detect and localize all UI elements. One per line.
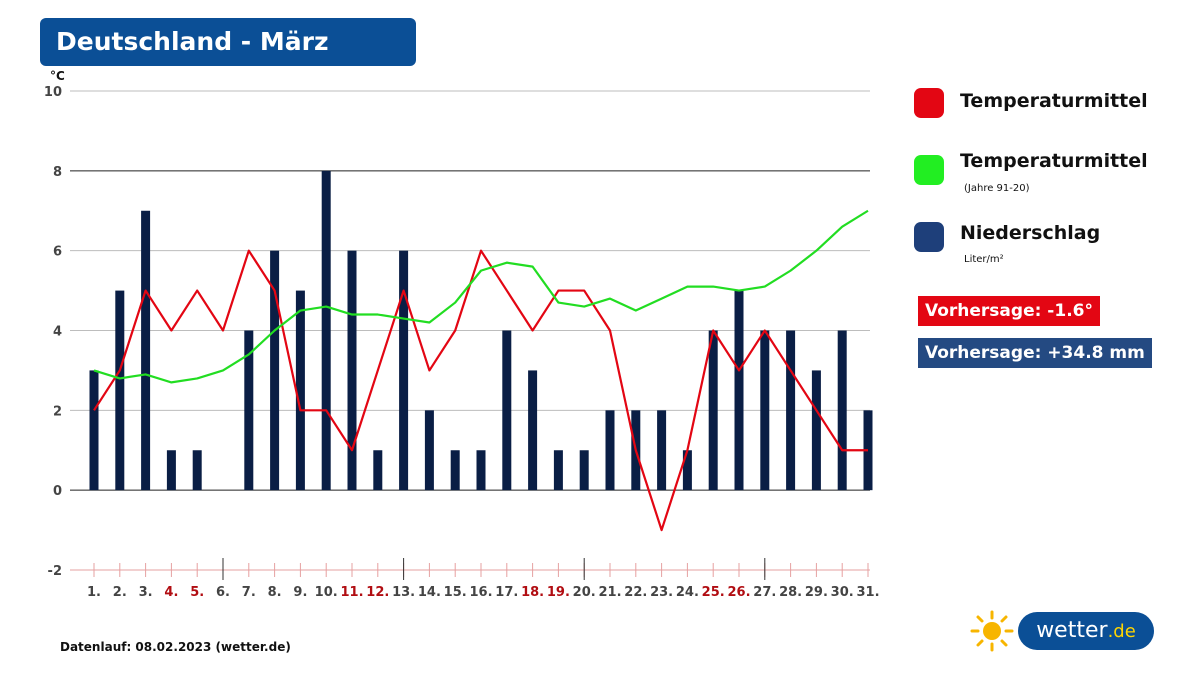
x-tick-label: 17. [495, 585, 518, 600]
page-title: Deutschland - März [40, 18, 416, 66]
y-tick-label: -2 [48, 564, 62, 579]
x-tick-label: 24. [676, 585, 699, 600]
x-tick-label: 20. [573, 585, 596, 600]
legend-sublabel: (Jahre 91-20) [964, 183, 1030, 194]
x-tick-label: 25. [702, 585, 725, 600]
data-run-footer: Datenlauf: 08.02.2023 (wetter.de) [60, 640, 291, 654]
precipitation-bar [295, 290, 305, 491]
precipitation-bar [321, 170, 331, 491]
legend-swatch-green [914, 155, 944, 185]
logo-name: wetter [1036, 618, 1108, 643]
y-tick-label: 2 [53, 404, 62, 419]
x-tick-label: 10. [315, 585, 338, 600]
x-tick-label: 7. [242, 585, 256, 600]
legend-swatch-navy [914, 222, 944, 252]
forecast-precip-badge: Vorhersage: +34.8 mm [918, 338, 1152, 368]
wetter-logo: wetter.de [968, 608, 1158, 654]
x-tick-label: 18. [521, 585, 544, 600]
y-tick-label: 4 [53, 325, 62, 340]
x-tick-label: 26. [727, 585, 750, 600]
precipitation-bar [682, 450, 692, 491]
x-tick-label: 21. [598, 585, 621, 600]
temperature-line [93, 249, 868, 532]
x-tick-label: 9. [293, 585, 307, 600]
x-tick-label: 13. [392, 585, 415, 600]
legend-label: Temperaturmittel [960, 150, 1148, 172]
precipitation-bar [553, 450, 563, 491]
precipitation-bar [399, 250, 409, 491]
precipitation-bar [347, 250, 357, 491]
precipitation-bar [837, 330, 847, 491]
temperature-normal-line [93, 209, 869, 384]
y-tick-label: 0 [53, 484, 62, 499]
x-tick-label: 8. [268, 585, 282, 600]
y-tick-label: 6 [53, 245, 62, 260]
y-tick-label: 10 [44, 85, 62, 100]
precipitation-bar [734, 290, 744, 491]
precipitation-bar [579, 450, 589, 491]
precipitation-bar [115, 290, 125, 491]
precipitation-bar [786, 330, 796, 491]
x-tick-label: 22. [624, 585, 647, 600]
x-tick-label: 31. [856, 585, 879, 600]
legend-label: Temperaturmittel [960, 90, 1148, 112]
x-tick-label: 1. [87, 585, 101, 600]
precipitation-bar [270, 250, 280, 491]
precipitation-bar [424, 410, 434, 491]
x-tick-label: 6. [216, 585, 230, 600]
logo-wordmark: wetter.de [1018, 612, 1154, 650]
x-tick-label: 23. [650, 585, 673, 600]
precipitation-bar [373, 450, 383, 491]
x-tick-label: 29. [805, 585, 828, 600]
x-tick-label: 27. [753, 585, 776, 600]
sun-icon [970, 610, 1014, 652]
precipitation-bar [89, 370, 99, 491]
precipitation-bar [708, 330, 718, 491]
x-tick-label: 2. [113, 585, 127, 600]
precipitation-bar [192, 450, 202, 491]
x-tick-label: 28. [779, 585, 802, 600]
x-tick-label: 12. [366, 585, 389, 600]
x-tick-label: 11. [340, 585, 363, 600]
precipitation-bar [141, 210, 151, 491]
x-tick-label: 16. [469, 585, 492, 600]
precipitation-bar [166, 450, 176, 491]
logo-tld: .de [1107, 621, 1136, 642]
precipitation-bar [476, 450, 486, 491]
precipitation-bar [811, 370, 821, 491]
x-tick-label: 15. [444, 585, 467, 600]
y-axis-unit: °C [50, 69, 65, 83]
x-tick-label: 19. [547, 585, 570, 600]
x-tick-label: 30. [831, 585, 854, 600]
precipitation-bar [450, 450, 460, 491]
precipitation-bar [502, 330, 512, 491]
precipitation-bar [244, 330, 254, 491]
precipitation-bar [760, 330, 770, 491]
precipitation-bar [605, 410, 615, 491]
precipitation-bar [657, 410, 667, 491]
legend-sublabel: Liter/m² [964, 254, 1004, 265]
legend-label: Niederschlag [960, 222, 1101, 244]
x-tick-label: 4. [164, 585, 178, 600]
forecast-temp-badge: Vorhersage: -1.6° [918, 296, 1100, 326]
x-tick-label: 5. [190, 585, 204, 600]
y-tick-label: 8 [53, 165, 62, 180]
legend-swatch-red [914, 88, 944, 118]
precipitation-bar [528, 370, 538, 491]
x-tick-label: 14. [418, 585, 441, 600]
x-tick-label: 3. [139, 585, 153, 600]
